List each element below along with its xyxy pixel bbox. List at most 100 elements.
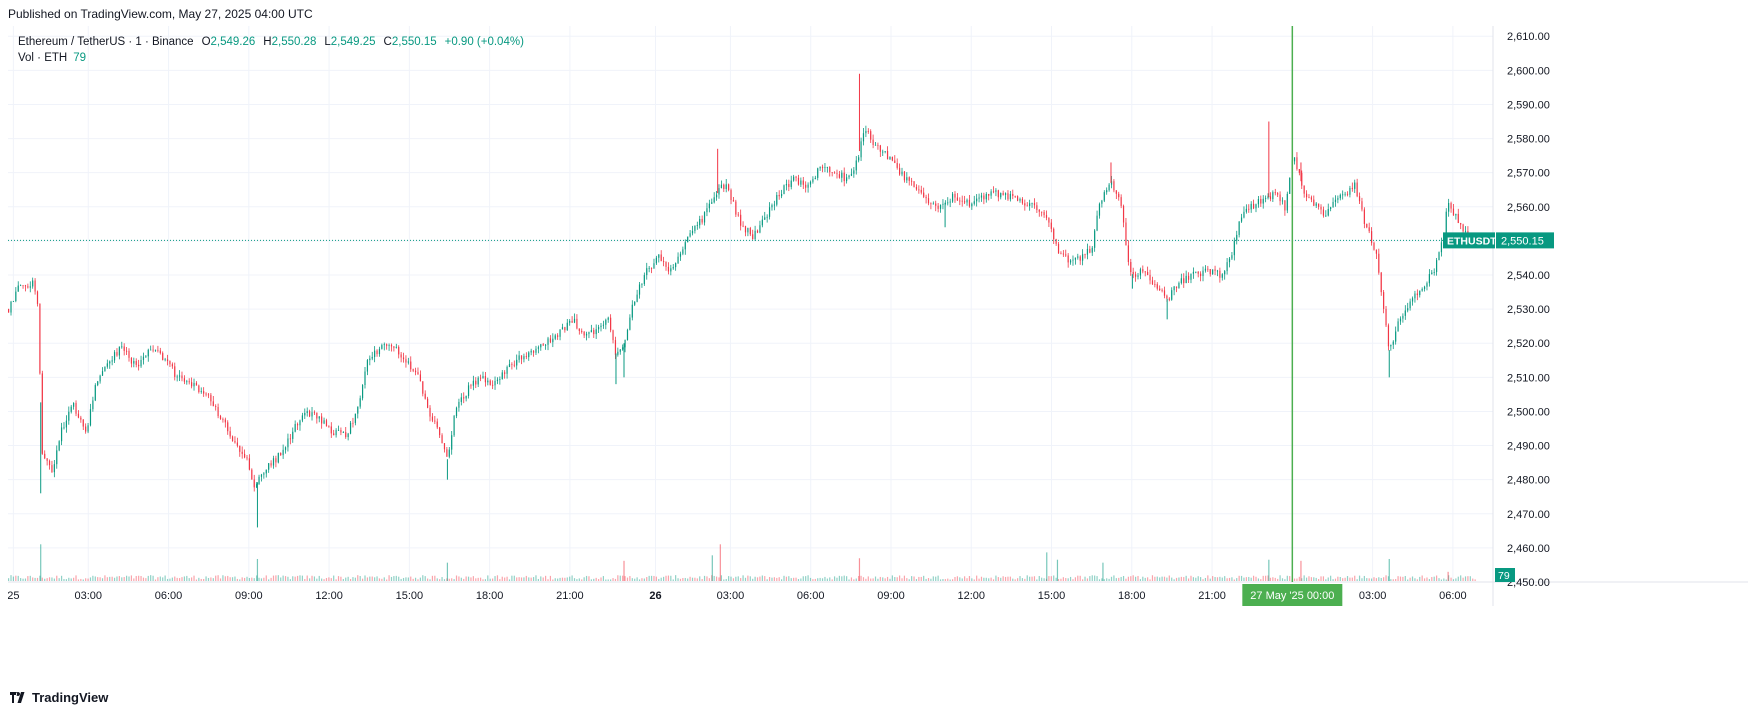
volume-bar [166, 578, 169, 581]
candle [992, 191, 995, 193]
volume-bar [318, 575, 320, 581]
volume-bar [1423, 578, 1426, 581]
volume-bar [1043, 578, 1045, 581]
volume-bar [34, 577, 36, 581]
candle [1086, 248, 1089, 255]
candle [1074, 257, 1076, 260]
candle [265, 469, 267, 474]
candle [833, 172, 836, 174]
candle [70, 406, 72, 412]
candle [547, 338, 549, 345]
candle [313, 412, 316, 414]
symbol-price-tag[interactable]: ETHUSDT 2,550.15 [1443, 232, 1554, 249]
candle [159, 350, 161, 354]
volume-tag-label: 79 [1498, 570, 1510, 582]
volume-bar [602, 576, 605, 581]
candle [708, 203, 710, 209]
volume-bar [492, 578, 494, 581]
symbol-title[interactable]: Ethereum / TetherUS · 1 · Binance [18, 36, 194, 48]
volume-bar [1402, 576, 1404, 581]
chart-area[interactable]: 2,610.00 2,600.00 2,590.00 2,580.00 2,570.00… [8, 26, 1748, 676]
volume-bar [1159, 577, 1161, 581]
volume-bar [1474, 579, 1476, 581]
candle [1265, 198, 1267, 199]
volume-bar [1332, 579, 1334, 581]
candle [1060, 253, 1062, 255]
volume-bar [561, 577, 564, 581]
candle [1038, 209, 1040, 212]
volume-bar [46, 578, 48, 581]
candle [516, 359, 518, 366]
candle [1313, 199, 1315, 206]
volume-bar [504, 577, 506, 581]
candle [150, 349, 152, 351]
candle [203, 391, 205, 394]
volume-bar [378, 578, 381, 581]
volume-bar [1455, 578, 1457, 581]
candle [860, 141, 862, 158]
volume-bar [1094, 575, 1096, 581]
candle [1050, 222, 1052, 229]
candle [590, 330, 592, 333]
candle [1392, 341, 1394, 345]
volume-bar [157, 577, 159, 581]
volume-label[interactable]: Vol · ETH [18, 52, 68, 64]
volume-bar [1216, 577, 1219, 581]
volume-bar [436, 578, 438, 581]
volume-bar [525, 575, 527, 581]
x-tick-label: 03:00 [75, 590, 103, 602]
volume-bar [1236, 578, 1238, 581]
candle [130, 357, 133, 364]
candle [135, 361, 137, 365]
candle [1029, 203, 1031, 206]
volume-bar [446, 562, 449, 581]
volume-bar [1132, 575, 1134, 581]
candle [410, 361, 412, 370]
volume-bar [797, 579, 800, 581]
candle [164, 359, 166, 361]
candle [1363, 209, 1365, 224]
candle [997, 190, 999, 198]
volume-bar [631, 578, 633, 581]
volume-bar [730, 576, 732, 581]
volume-bar [622, 575, 624, 581]
volume-bar [333, 575, 335, 581]
volume-bar [222, 575, 224, 581]
candle [915, 187, 918, 190]
volume-bar [1462, 577, 1464, 581]
candle [378, 348, 381, 355]
candle [1310, 197, 1312, 200]
candle [730, 190, 732, 201]
volume-bar [125, 575, 128, 581]
volume-bar [496, 575, 499, 581]
volume-bar [1334, 578, 1337, 581]
volume-bar [1385, 575, 1387, 581]
volume-bar [805, 576, 807, 581]
volume-bar [12, 576, 15, 581]
candle [229, 431, 231, 437]
volume-bar [253, 578, 255, 581]
volume-bar [530, 577, 532, 581]
volume-bar [398, 576, 400, 581]
volume-bar [886, 576, 889, 581]
candle [467, 385, 470, 396]
volume-bar [715, 576, 718, 581]
candle [1252, 203, 1255, 209]
tradingview-logo[interactable]: TradingView [10, 690, 108, 705]
candle [294, 424, 296, 432]
y-tick-label: 2,560.00 [1507, 202, 1550, 214]
candle [1226, 262, 1228, 272]
volume-bar [400, 578, 402, 581]
volume-bar [268, 579, 270, 581]
candle [1057, 243, 1060, 254]
volume-bar [36, 577, 39, 581]
candle [1354, 182, 1356, 189]
volume-bar [1106, 578, 1108, 581]
volume-bar [304, 578, 306, 581]
volume-bar [354, 577, 356, 581]
volume-bar [1041, 577, 1043, 581]
candle [542, 344, 544, 346]
candlestick-chart[interactable]: 2,610.00 2,600.00 2,590.00 2,580.00 2,570.00… [8, 26, 1748, 676]
volume-bar [181, 577, 183, 581]
volume-bar [884, 578, 886, 581]
